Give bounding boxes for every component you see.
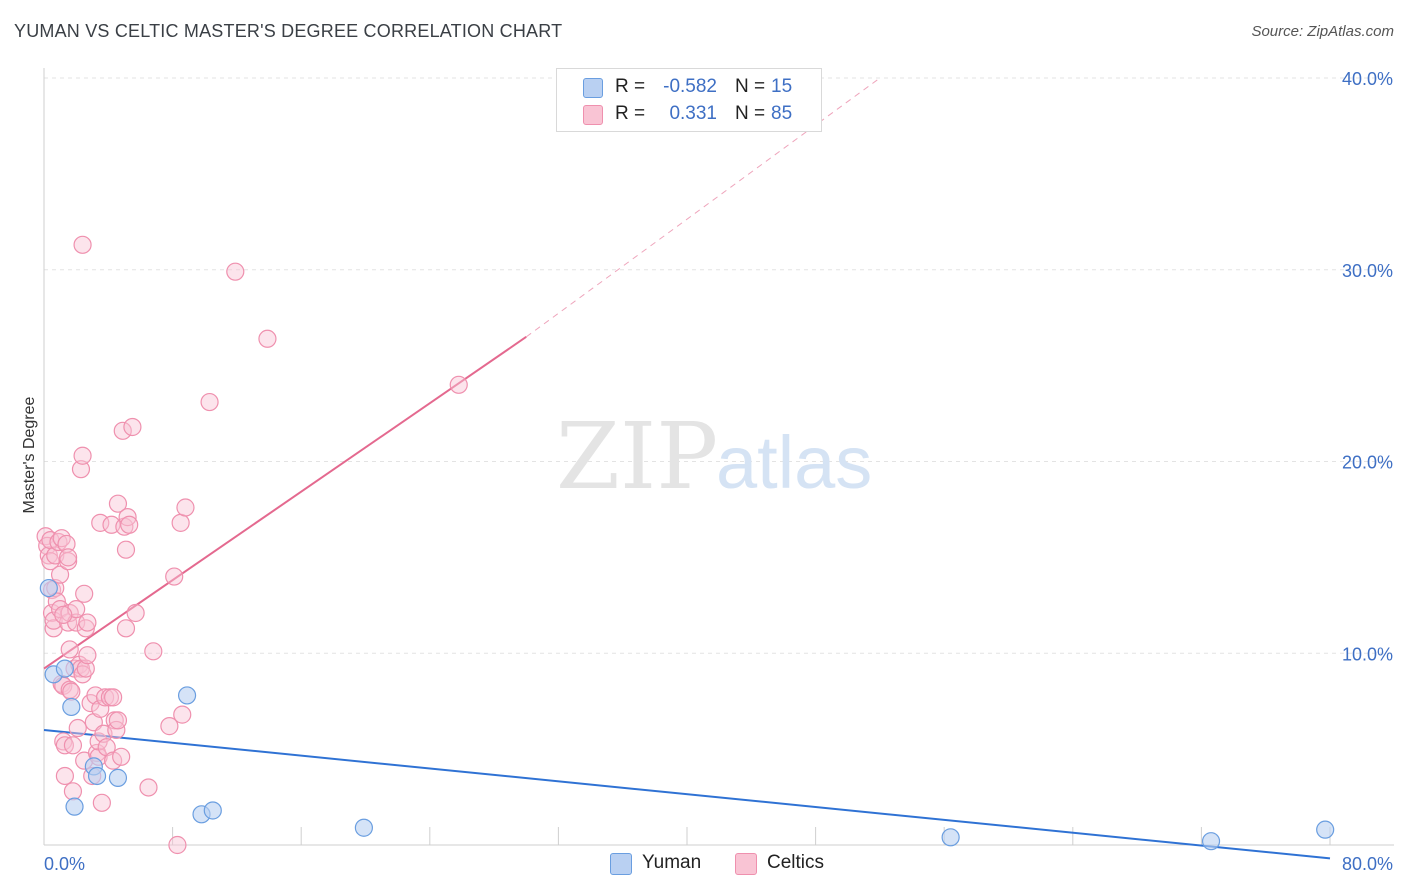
legend-row-yuman: R = -0.582 N = 15 — [557, 74, 821, 100]
celtics-point — [54, 605, 73, 625]
watermark-atlas: atlas — [716, 421, 872, 504]
celtics-point — [59, 552, 78, 571]
celtics-point — [73, 665, 92, 684]
celtics-point — [168, 835, 187, 855]
legend-r-value: -0.582 — [663, 76, 717, 97]
celtics-point — [113, 421, 132, 440]
legend-n-value: 15 — [771, 76, 793, 97]
celtics-point — [449, 375, 468, 394]
yuman-point — [941, 828, 960, 847]
yuman-point — [177, 686, 197, 705]
legend-r-label: R = — [615, 76, 646, 97]
y-tick-label: 40.0% — [1342, 69, 1393, 89]
celtics-point — [116, 619, 136, 638]
celtics-point — [200, 392, 219, 412]
yuman-trend-line — [43, 728, 1331, 860]
celtics-point — [50, 565, 70, 584]
yuman-swatch — [583, 78, 603, 98]
watermark: ZIP atlas — [556, 403, 872, 510]
yuman-legend-swatch — [610, 853, 632, 875]
celtics-point — [75, 584, 94, 603]
celtics-point — [108, 494, 128, 513]
celtics-point — [144, 642, 163, 661]
celtics-point — [59, 548, 78, 567]
grid-lines — [44, 77, 1394, 654]
celtics-point — [176, 498, 195, 517]
celtics-point — [55, 766, 74, 786]
celtics-point — [68, 718, 87, 738]
celtics-point — [92, 793, 111, 812]
celtics-point — [63, 736, 83, 755]
celtics-point — [165, 567, 184, 586]
yuman-point — [1316, 820, 1335, 839]
celtics-point — [78, 613, 97, 632]
y-tick-label: 20.0% — [1342, 453, 1393, 473]
celtics-points — [36, 235, 468, 855]
celtics-point — [108, 711, 128, 730]
legend: R = -0.582 N = 15 R = 0.331 N = 85 — [556, 68, 822, 132]
celtics-point — [126, 603, 145, 623]
watermark-zip: ZIP — [556, 403, 718, 510]
celtics-point — [226, 262, 245, 281]
celtics-point — [71, 460, 91, 479]
legend-r-value: 0.331 — [669, 103, 717, 124]
axes — [43, 68, 1394, 846]
celtics-point — [160, 717, 179, 736]
yuman-points — [39, 578, 1335, 851]
x-tick-label-max: 80.0% — [1342, 854, 1393, 874]
yuman-point — [62, 697, 81, 717]
celtics-point — [78, 646, 97, 665]
legend-n-label: N = — [735, 76, 766, 97]
celtics-point — [50, 600, 70, 619]
celtics-point — [139, 778, 158, 797]
celtics-trend-line — [43, 336, 527, 670]
celtics-point — [171, 513, 190, 532]
y-tick-label: 30.0% — [1342, 261, 1393, 281]
yuman-point — [1201, 832, 1221, 851]
legend-r-label: R = — [615, 103, 646, 124]
legend-n-label: N = — [735, 103, 766, 124]
celtics-swatch — [583, 105, 603, 125]
y-axis-label: Master's Degree — [21, 396, 38, 513]
celtics-legend-label: Celtics — [767, 852, 825, 873]
celtics-point — [41, 552, 60, 571]
celtics-point — [173, 705, 192, 724]
yuman-point — [39, 578, 58, 598]
yuman-point — [55, 659, 74, 678]
celtics-point — [52, 529, 71, 548]
y-tick-label: 10.0% — [1342, 644, 1393, 664]
celtics-point — [62, 682, 81, 701]
yuman-point — [108, 768, 128, 787]
celtics-point — [120, 515, 139, 534]
celtics-point — [63, 782, 83, 801]
x-tick-label-min: 0.0% — [44, 854, 85, 874]
yuman-point — [203, 801, 222, 820]
celtics-point — [73, 446, 92, 465]
celtics-point — [73, 235, 92, 254]
celtics-point — [258, 329, 277, 348]
celtics-point — [123, 417, 142, 437]
celtics-point — [60, 640, 79, 659]
tick-labels: 10.0% 20.0% 30.0% 40.0% 0.0% 80.0% — [44, 69, 1393, 874]
celtics-point — [104, 688, 123, 707]
celtics-legend-swatch — [735, 853, 757, 875]
celtics-point — [76, 659, 95, 678]
celtics-point — [112, 747, 131, 766]
legend-n-value: 85 — [771, 103, 793, 124]
celtics-point — [44, 611, 63, 630]
celtics-point — [116, 540, 136, 559]
source-label: Source: ZipAtlas.com — [1251, 23, 1394, 40]
yuman-point — [354, 818, 373, 837]
yuman-legend-label: Yuman — [642, 852, 702, 873]
legend-row-celtics: R = 0.331 N = 85 — [557, 101, 821, 127]
chart-title: YUMAN VS CELTIC MASTER'S DEGREE CORRELAT… — [14, 21, 563, 41]
yuman-point — [87, 766, 107, 786]
yuman-point — [65, 797, 84, 816]
celtics-point — [118, 508, 137, 527]
celtics-point — [91, 513, 110, 532]
